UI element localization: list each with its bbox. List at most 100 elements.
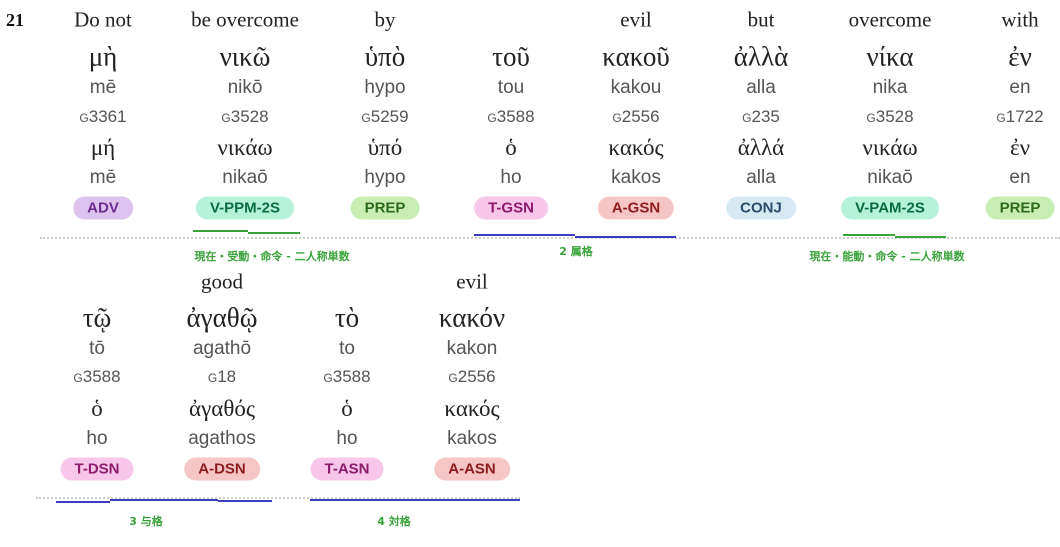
lemma: νικάω [862,135,918,160]
lemma-transliteration: nikaō [867,167,913,188]
english: be overcome [191,7,299,32]
underline [895,236,946,238]
strong-number: G3588 [487,107,535,126]
strong-number: G3361 [79,107,127,126]
morphology-tag: PREP [350,196,420,220]
lemma: μή [90,135,116,160]
greek: νικῶ [219,41,271,72]
morphology-tag: V-PAM-2S [841,196,939,220]
english: by [374,7,396,32]
transliteration: tou [497,77,525,98]
greek: νίκα [866,41,914,72]
transliteration: nika [872,77,908,98]
lemma: ὁ [91,396,103,421]
underline [110,499,218,501]
strong-number: G3588 [73,367,121,386]
lemma: κακός [444,396,500,421]
lemma-transliteration: mē [89,167,117,188]
transliteration: nikō [227,77,263,98]
strong-number: G235 [742,107,780,126]
greek: κακοῦ [602,41,670,72]
strong-number: G3588 [323,367,371,386]
verse-number: 21 [6,10,24,30]
morphology-tag: PREP [985,196,1055,220]
morphology-tag: A-ASN [434,457,510,481]
english: with [1001,7,1039,32]
annotation: 現在・受動・命令 - 二人称単数 [194,250,350,263]
transliteration: to [339,338,355,359]
lemma-transliteration: ho [336,428,358,449]
english: overcome [848,7,932,32]
lemma: ἀγαθός [189,396,255,421]
greek: τοῦ [492,41,530,72]
underline [218,500,272,502]
lemma-transliteration: kakos [611,167,661,188]
transliteration: mē [89,77,117,98]
transliteration: kakou [610,77,662,98]
strong-number: G5259 [361,107,409,126]
annotation: 4 対格 [377,515,411,528]
morphology-tag: A-DSN [184,457,260,481]
lemma-transliteration: en [1009,167,1031,188]
morphology-tag: T-DSN [60,457,134,481]
lemma: κακός [608,135,664,160]
transliteration: agathō [192,338,252,359]
english: evil [456,269,488,294]
greek: ἀγαθῷ [186,302,258,333]
annotation: 現在・能動・命令 - 二人称単数 [809,250,965,263]
morphology-tag: ADV [73,196,133,220]
lemma-transliteration: alla [746,167,776,188]
strong-number: G2556 [612,107,660,126]
lemma: ἐν [1009,135,1031,160]
lemma-transliteration: ho [500,167,522,188]
lemma-transliteration: hypo [364,167,406,188]
english: good [201,269,243,294]
annotation: 3 与格 [129,515,163,528]
lemma: ὁ [341,396,353,421]
lemma: ὑπό [367,135,403,160]
morphology-tag: V-PPM-2S [195,196,295,220]
greek: ἀλλὰ [733,41,789,72]
underline [193,230,248,232]
transliteration: en [1009,77,1031,98]
strong-number: G1722 [996,107,1044,126]
lemma: ἀλλά [737,135,785,160]
lemma-transliteration: nikaō [222,167,268,188]
morphology-tag: T-GSN [474,196,548,220]
strong-number: G2556 [448,367,496,386]
underline [56,501,110,503]
greek: ὑπὸ [364,41,406,72]
lemma-transliteration: kakos [447,428,497,449]
lemma-transliteration: agathos [188,428,256,449]
underline [310,499,520,501]
transliteration: tō [89,338,105,359]
transliteration: hypo [364,77,406,98]
english: evil [620,7,652,32]
underline [843,234,895,236]
english: but [747,7,775,32]
morphology-tag: T-ASN [310,457,384,481]
lemma-transliteration: ho [86,428,108,449]
underline [248,232,300,234]
english: Do not [74,7,132,32]
morphology-tag: CONJ [726,196,796,220]
lemma: νικάω [217,135,273,160]
underline [474,234,575,236]
annotation: 2 属格 [559,245,593,258]
underline [40,237,1060,239]
greek: κακόν [438,302,506,333]
greek: τὸ [334,302,360,333]
strong-number: G3528 [866,107,914,126]
underline [575,236,676,238]
lemma: ὁ [505,135,517,160]
underline [36,497,520,499]
transliteration: kakon [446,338,498,359]
transliteration: alla [746,77,776,98]
strong-number: G18 [207,367,237,386]
greek: ἐν [1008,41,1032,72]
greek: τῷ [82,302,112,333]
strong-number: G3528 [221,107,269,126]
greek: μὴ [88,41,118,72]
morphology-tag: A-GSN [597,196,675,220]
